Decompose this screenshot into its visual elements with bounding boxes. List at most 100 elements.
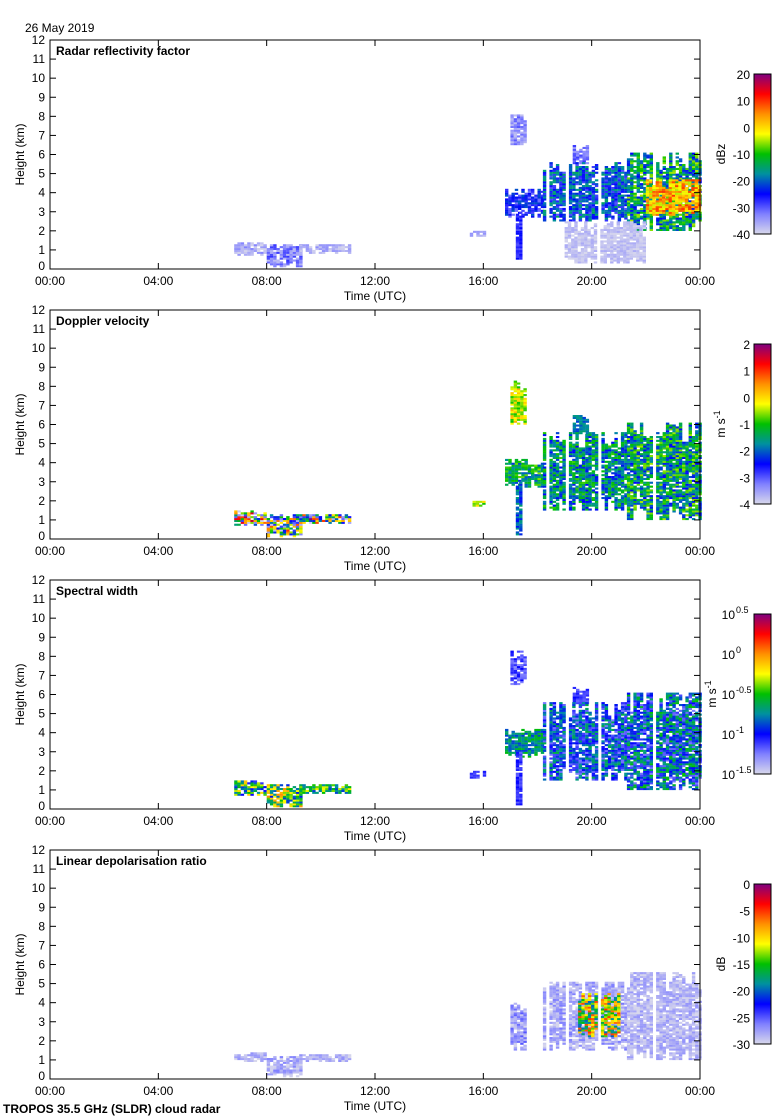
heatmap-cell	[260, 518, 264, 521]
heatmap-cell	[691, 202, 695, 205]
heatmap-cell	[273, 786, 277, 789]
heatmap-cell	[656, 219, 660, 222]
heatmap-cell	[611, 202, 615, 205]
heatmap-cell	[305, 786, 310, 789]
heatmap-cell	[269, 251, 274, 254]
heatmap-cell	[511, 481, 515, 484]
heatmap-cell	[636, 211, 640, 214]
heatmap-cell	[286, 253, 290, 256]
heatmap-cell	[672, 434, 676, 437]
heatmap-cell	[659, 445, 663, 448]
heatmap-cell	[269, 784, 274, 787]
heatmap-cell	[269, 259, 274, 262]
heatmap-cell	[643, 209, 647, 212]
heatmap-cell	[678, 173, 683, 176]
heatmap-cell	[578, 217, 583, 220]
heatmap-cell	[688, 491, 692, 494]
heatmap-cell	[552, 489, 557, 492]
heatmap-cell	[604, 489, 609, 492]
heatmap-cell	[308, 249, 313, 252]
heatmap-cell	[633, 481, 637, 484]
heatmap-cell	[645, 194, 650, 197]
heatmap-cell	[295, 803, 300, 806]
heatmap-cell	[643, 464, 647, 467]
heatmap-cell	[587, 234, 591, 237]
heatmap-cell	[695, 422, 699, 425]
heatmap-cell	[662, 451, 666, 454]
heatmap-cell	[639, 232, 643, 235]
heatmap-cell	[540, 204, 545, 207]
heatmap-cell	[630, 166, 634, 169]
heatmap-cell	[585, 441, 589, 444]
heatmap-cell	[662, 223, 666, 226]
heatmap-cell	[681, 190, 685, 193]
heatmap-cell	[572, 508, 576, 511]
heatmap-cell	[542, 476, 547, 479]
heatmap-cell	[669, 456, 673, 459]
heatmap-cell	[691, 192, 695, 195]
heatmap-cell	[624, 464, 628, 467]
heatmap-cell	[610, 259, 614, 262]
heatmap-cell	[633, 445, 637, 448]
heatmap-cell	[587, 244, 591, 247]
heatmap-cell	[669, 424, 673, 427]
heatmap-cell	[273, 253, 277, 256]
heatmap-cell	[607, 192, 612, 195]
heatmap-cell	[237, 251, 241, 254]
heatmap-cell	[662, 188, 666, 191]
heatmap-cell	[620, 183, 625, 186]
heatmap-cell	[607, 177, 612, 180]
heatmap-cell	[607, 468, 612, 471]
heatmap-cell	[639, 209, 644, 212]
heatmap-cell	[632, 238, 637, 241]
heatmap-cell	[588, 173, 592, 176]
heatmap-cell	[695, 468, 699, 471]
heatmap-cell	[578, 181, 583, 184]
heatmap-cell	[691, 160, 696, 163]
heatmap-cell	[620, 481, 625, 484]
heatmap-cell	[585, 177, 589, 180]
heatmap-cell	[601, 194, 605, 197]
heatmap-cell	[524, 462, 528, 465]
heatmap-cell	[682, 504, 686, 507]
heatmap-cell	[514, 192, 519, 195]
heatmap-cell	[299, 251, 303, 254]
heatmap-cell	[568, 202, 573, 205]
heatmap-cell	[590, 251, 594, 254]
heatmap-cell	[576, 418, 580, 421]
heatmap-cell	[585, 171, 589, 174]
heatmap-cell	[523, 399, 527, 402]
heatmap-cell	[629, 255, 633, 258]
heatmap-cell	[593, 249, 598, 252]
heatmap-cell	[523, 394, 527, 397]
heatmap-cell	[542, 481, 547, 484]
heatmap-cell	[572, 179, 576, 182]
heatmap-cell	[611, 179, 615, 182]
heatmap-cell	[630, 183, 634, 186]
heatmap-cell	[585, 188, 589, 191]
heatmap-cell	[695, 215, 699, 218]
heatmap-cell	[585, 445, 589, 448]
heatmap-cell	[636, 200, 640, 203]
heatmap-cell	[341, 521, 345, 524]
heatmap-cell	[688, 451, 692, 454]
heatmap-cell	[510, 388, 514, 391]
heatmap-cell	[611, 472, 615, 475]
heatmap-cell	[620, 436, 625, 439]
heatmap-cell	[675, 183, 679, 186]
heatmap-cell	[328, 516, 332, 519]
heatmap-cell	[684, 209, 689, 212]
heatmap-cell	[671, 211, 676, 214]
heatmap-cell	[582, 428, 586, 431]
heatmap-cell	[675, 466, 679, 469]
date-label: 26 May 2019	[25, 21, 95, 35]
heatmap-cell	[572, 430, 577, 433]
heatmap-cell	[655, 192, 659, 195]
heatmap-cell	[659, 213, 663, 216]
heatmap-cell	[520, 390, 524, 393]
heatmap-cell	[587, 228, 591, 231]
heatmap-cell	[636, 215, 640, 218]
heatmap-cell	[626, 179, 631, 182]
heatmap-cell	[513, 118, 518, 121]
heatmap-cell	[549, 497, 553, 500]
